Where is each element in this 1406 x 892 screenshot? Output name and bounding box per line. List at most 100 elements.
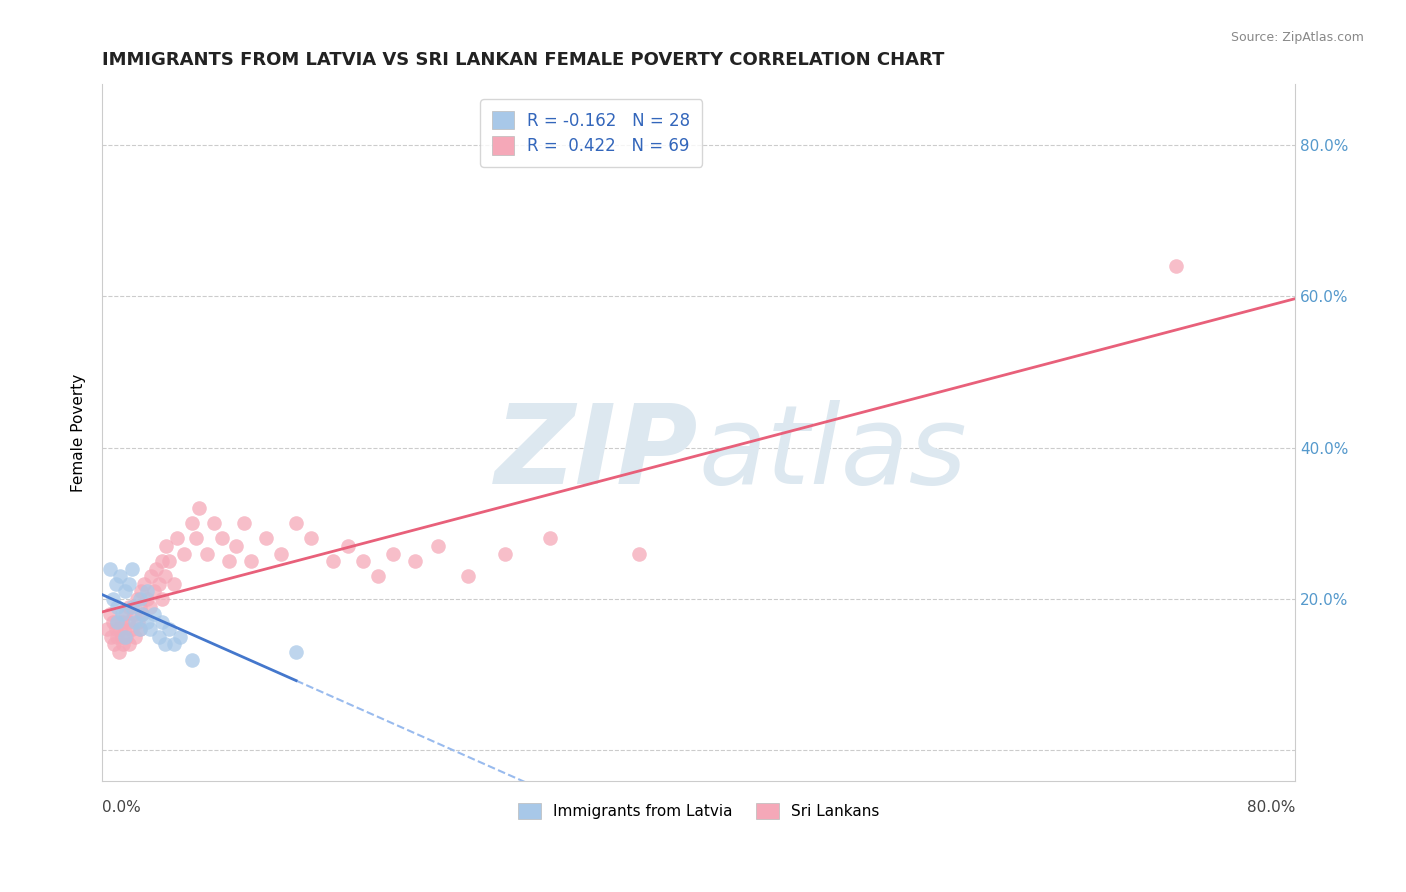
Point bbox=[117, 615, 139, 629]
Point bbox=[96, 622, 118, 636]
Point bbox=[225, 539, 247, 553]
Point bbox=[128, 591, 150, 606]
Point bbox=[352, 554, 374, 568]
Point bbox=[128, 622, 150, 636]
Point bbox=[110, 607, 132, 621]
Point bbox=[367, 569, 389, 583]
Point bbox=[114, 607, 136, 621]
Point bbox=[121, 599, 143, 614]
Point bbox=[108, 569, 131, 583]
Point bbox=[128, 599, 150, 614]
Point bbox=[98, 562, 121, 576]
Point bbox=[110, 630, 132, 644]
Point bbox=[232, 516, 254, 531]
Point bbox=[101, 615, 124, 629]
Point bbox=[173, 547, 195, 561]
Text: Source: ZipAtlas.com: Source: ZipAtlas.com bbox=[1230, 31, 1364, 45]
Point bbox=[118, 599, 141, 614]
Text: ZIP: ZIP bbox=[495, 400, 699, 507]
Point bbox=[141, 569, 163, 583]
Point bbox=[240, 554, 263, 568]
Point bbox=[100, 630, 122, 644]
Point bbox=[285, 645, 308, 659]
Point bbox=[337, 539, 360, 553]
Point bbox=[169, 630, 191, 644]
Point bbox=[128, 622, 150, 636]
Point bbox=[101, 591, 124, 606]
Point bbox=[131, 607, 153, 621]
Point bbox=[112, 637, 135, 651]
Point bbox=[157, 554, 180, 568]
Point bbox=[494, 547, 516, 561]
Point bbox=[114, 584, 136, 599]
Point bbox=[211, 532, 233, 546]
Point bbox=[195, 547, 218, 561]
Point bbox=[180, 652, 202, 666]
Point bbox=[98, 607, 121, 621]
Point bbox=[155, 539, 177, 553]
Point bbox=[143, 584, 166, 599]
Point bbox=[254, 532, 277, 546]
Point bbox=[127, 615, 149, 629]
Point bbox=[628, 547, 651, 561]
Point bbox=[136, 584, 159, 599]
Point bbox=[299, 532, 322, 546]
Point bbox=[129, 584, 152, 599]
Point bbox=[136, 615, 159, 629]
Point bbox=[426, 539, 449, 553]
Point bbox=[153, 637, 176, 651]
Text: 80.0%: 80.0% bbox=[1247, 800, 1295, 815]
Point bbox=[188, 501, 211, 516]
Point bbox=[104, 622, 127, 636]
Text: atlas: atlas bbox=[699, 400, 967, 507]
Point bbox=[202, 516, 225, 531]
Point bbox=[124, 615, 146, 629]
Point bbox=[139, 599, 162, 614]
Point bbox=[382, 547, 405, 561]
Point bbox=[125, 591, 148, 606]
Point bbox=[132, 576, 155, 591]
Point bbox=[404, 554, 426, 568]
Point bbox=[150, 554, 173, 568]
Point bbox=[322, 554, 344, 568]
Point bbox=[118, 637, 141, 651]
Point bbox=[163, 576, 186, 591]
Point bbox=[139, 622, 162, 636]
Point bbox=[105, 630, 128, 644]
Legend: R = -0.162   N = 28, R =  0.422   N = 69: R = -0.162 N = 28, R = 0.422 N = 69 bbox=[481, 99, 702, 167]
Text: IMMIGRANTS FROM LATVIA VS SRI LANKAN FEMALE POVERTY CORRELATION CHART: IMMIGRANTS FROM LATVIA VS SRI LANKAN FEM… bbox=[103, 51, 945, 69]
Point bbox=[104, 576, 127, 591]
Point bbox=[1166, 259, 1188, 273]
Point bbox=[143, 607, 166, 621]
Point bbox=[285, 516, 308, 531]
Point bbox=[163, 637, 186, 651]
Point bbox=[131, 607, 153, 621]
Point bbox=[121, 622, 143, 636]
Point bbox=[107, 645, 129, 659]
Point bbox=[114, 630, 136, 644]
Point bbox=[270, 547, 292, 561]
Point bbox=[157, 622, 180, 636]
Point bbox=[153, 569, 176, 583]
Point bbox=[105, 615, 128, 629]
Point bbox=[110, 615, 132, 629]
Point bbox=[148, 630, 170, 644]
Text: 0.0%: 0.0% bbox=[103, 800, 141, 815]
Point bbox=[166, 532, 188, 546]
Point bbox=[108, 622, 131, 636]
Point bbox=[186, 532, 208, 546]
Point bbox=[218, 554, 240, 568]
Point bbox=[150, 591, 173, 606]
Point bbox=[114, 622, 136, 636]
Point bbox=[103, 637, 125, 651]
Point bbox=[122, 607, 145, 621]
Point bbox=[118, 576, 141, 591]
Point bbox=[121, 562, 143, 576]
Y-axis label: Female Poverty: Female Poverty bbox=[72, 373, 86, 491]
Point bbox=[538, 532, 561, 546]
Point bbox=[180, 516, 202, 531]
Point bbox=[150, 615, 173, 629]
Point bbox=[136, 591, 159, 606]
Point bbox=[145, 562, 167, 576]
Point bbox=[105, 615, 128, 629]
